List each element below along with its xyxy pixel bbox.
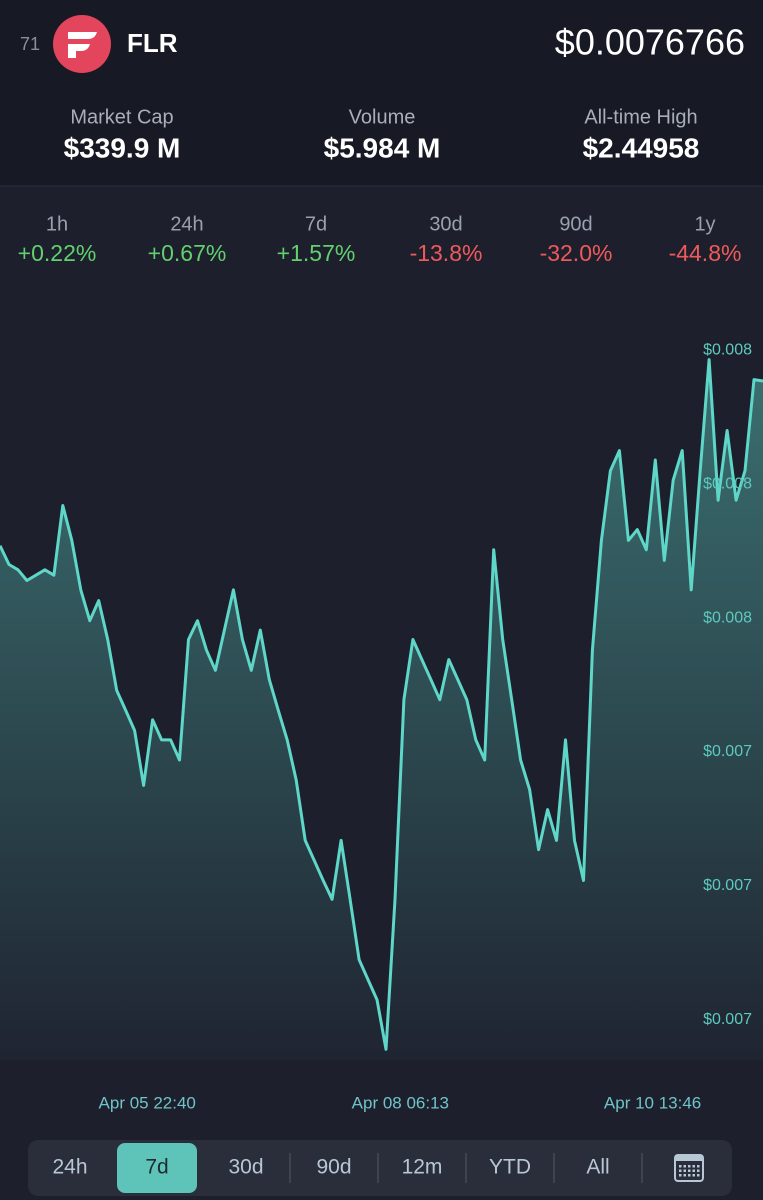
calendar-dot <box>692 1169 695 1172</box>
range-button[interactable]: 24h <box>52 1156 87 1179</box>
calendar-dot <box>683 1169 686 1172</box>
range-button[interactable]: 7d <box>145 1156 168 1179</box>
calendar-dot <box>688 1165 691 1168</box>
change-period: 90d <box>559 213 592 235</box>
change-value: -44.8% <box>669 240 742 266</box>
header-bg <box>0 0 763 186</box>
y-tick-label: $0.008 <box>703 475 752 492</box>
coin-logo <box>53 15 111 73</box>
calendar-dot <box>679 1165 682 1168</box>
y-tick-label: $0.007 <box>703 877 752 894</box>
change-period: 1y <box>694 213 715 235</box>
stat-value: $2.44958 <box>583 132 700 163</box>
calendar-dot <box>692 1174 695 1177</box>
calendar-dot <box>697 1174 700 1177</box>
change-period: 30d <box>429 213 462 235</box>
calendar-dot <box>692 1165 695 1168</box>
change-period: 24h <box>170 213 203 235</box>
change-value: -13.8% <box>410 240 483 266</box>
range-button[interactable]: 30d <box>228 1156 263 1179</box>
y-tick-label: $0.007 <box>703 1011 752 1028</box>
calendar-dot <box>683 1174 686 1177</box>
range-bar: 24h 7d 30d 90d 12m YTD All <box>28 1140 732 1196</box>
range-button[interactable]: 90d <box>316 1156 351 1179</box>
range-button[interactable]: 12m <box>402 1156 443 1179</box>
stat-value: $339.9 M <box>64 132 181 163</box>
symbol: FLR <box>127 28 178 58</box>
x-tick-label: Apr 05 22:40 <box>99 1093 196 1112</box>
change-period: 1h <box>46 213 68 235</box>
change-period: 7d <box>305 213 327 235</box>
calendar-dot <box>697 1165 700 1168</box>
calendar-dot <box>688 1174 691 1177</box>
calendar-icon <box>675 1155 703 1161</box>
stat-label: Market Cap <box>70 106 173 128</box>
calendar-dot <box>697 1169 700 1172</box>
x-tick-label: Apr 08 06:13 <box>352 1093 449 1112</box>
change-value: +0.22% <box>18 240 97 266</box>
calendar-button[interactable] <box>674 1154 704 1182</box>
price-line <box>0 358 763 1051</box>
change-value: -32.0% <box>540 240 613 266</box>
area <box>0 359 763 1061</box>
selected-bg <box>117 1143 197 1193</box>
calendar-dot <box>683 1165 686 1168</box>
range-button[interactable]: All <box>586 1156 609 1179</box>
y-tick-label: $0.008 <box>703 609 752 626</box>
change-value: +0.67% <box>148 240 227 266</box>
price: $0.0076766 <box>555 22 745 63</box>
change-value: +1.57% <box>277 240 356 266</box>
stat-label: Volume <box>349 106 416 128</box>
calendar-dot <box>679 1169 682 1172</box>
calendar-dot <box>679 1174 682 1177</box>
range-button[interactable]: YTD <box>489 1156 531 1179</box>
rank: 71 <box>20 34 40 54</box>
y-tick-label: $0.007 <box>703 743 752 760</box>
calendar-dot <box>688 1169 691 1172</box>
y-tick-label: $0.008 <box>703 341 752 358</box>
stat-value: $5.984 M <box>324 132 441 163</box>
stat-label: All-time High <box>584 106 697 128</box>
x-tick-label: Apr 10 13:46 <box>604 1093 701 1112</box>
